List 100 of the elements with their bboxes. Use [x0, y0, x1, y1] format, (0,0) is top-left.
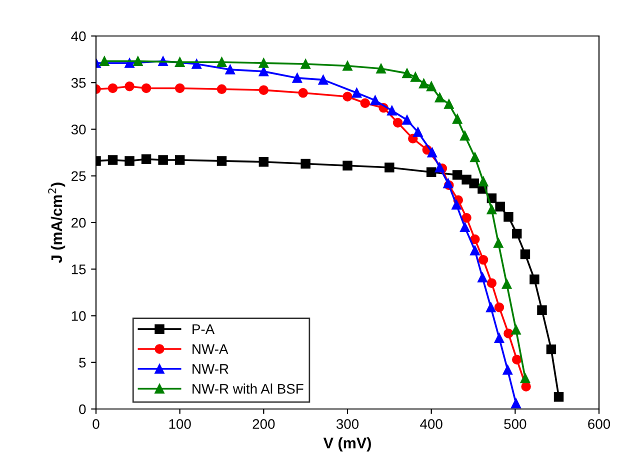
point	[554, 392, 564, 402]
point	[444, 99, 454, 109]
point	[370, 95, 380, 106]
point	[100, 56, 110, 66]
point	[502, 279, 512, 289]
point	[502, 364, 512, 375]
legend-label: P-A	[192, 324, 215, 334]
y-tick-label: 30	[71, 124, 86, 134]
point	[511, 324, 521, 335]
point	[342, 92, 352, 102]
y-tick-label: 40	[71, 31, 86, 42]
point	[124, 58, 134, 68]
point	[460, 130, 470, 141]
point	[470, 152, 480, 162]
point	[486, 278, 497, 288]
point	[410, 72, 420, 82]
point	[141, 154, 152, 164]
point	[537, 305, 547, 316]
y-axis-title: J (mA/cm$^{2}$)	[48, 182, 66, 263]
legend-label: NW-A	[192, 344, 228, 354]
x-tick-label: 500	[504, 419, 526, 429]
point	[133, 56, 143, 66]
point	[434, 162, 445, 172]
point	[258, 66, 269, 76]
point	[258, 85, 269, 95]
point	[486, 204, 497, 214]
x-tick-label: 0	[92, 419, 100, 429]
y-tick-label: 25	[72, 171, 86, 182]
point	[504, 328, 514, 338]
point	[300, 59, 310, 69]
point	[258, 58, 269, 68]
point	[216, 84, 227, 94]
point	[342, 60, 352, 71]
point	[478, 272, 488, 282]
point	[108, 83, 118, 94]
point	[108, 155, 118, 165]
point	[495, 202, 505, 212]
point	[426, 81, 436, 92]
legend-label: NW-R with Al BSF	[192, 384, 304, 394]
y-tick-label: 35	[71, 78, 86, 88]
point	[360, 98, 370, 108]
point	[486, 302, 496, 312]
point	[504, 212, 514, 222]
x-tick-label: 300	[336, 419, 359, 429]
legend-label: NW-R	[192, 364, 228, 374]
point	[413, 127, 423, 137]
point	[387, 106, 397, 116]
point	[352, 88, 362, 98]
point	[158, 155, 168, 165]
point	[452, 200, 462, 210]
point	[318, 74, 328, 85]
point	[392, 118, 403, 128]
point	[462, 212, 472, 223]
point	[452, 170, 462, 180]
point	[470, 246, 480, 256]
x-tick-label: 600	[588, 419, 610, 429]
point	[258, 157, 269, 167]
x-tick-label: 400	[420, 419, 442, 429]
point	[511, 398, 521, 408]
point	[478, 254, 488, 265]
point	[376, 64, 386, 74]
point	[402, 115, 412, 125]
point	[216, 156, 227, 166]
y-tick-label: 15	[72, 264, 86, 274]
point	[521, 382, 531, 392]
point	[512, 228, 522, 239]
point	[494, 333, 504, 343]
point	[427, 148, 438, 158]
point	[546, 344, 556, 354]
point	[520, 373, 530, 384]
point	[426, 167, 436, 178]
point	[462, 174, 472, 184]
point	[470, 234, 480, 244]
point	[300, 158, 310, 169]
point	[124, 81, 134, 92]
point	[174, 57, 185, 67]
point	[512, 354, 522, 364]
point	[124, 156, 134, 166]
point	[478, 176, 488, 186]
x-tick-label: 100	[169, 419, 191, 429]
y-tick-label: 10	[72, 311, 86, 321]
point	[292, 73, 302, 83]
point	[434, 92, 445, 102]
point	[452, 114, 462, 124]
point	[225, 64, 235, 74]
y-tick-label: 5	[79, 358, 86, 368]
point	[469, 178, 479, 188]
point	[520, 249, 530, 260]
point	[418, 78, 429, 88]
point	[384, 162, 394, 172]
y-tick-label: 20	[72, 218, 86, 228]
point	[402, 68, 412, 78]
point	[216, 57, 227, 67]
x-axis-title: V (mV)	[323, 437, 371, 452]
point	[494, 238, 504, 248]
x-tick-label: 200	[252, 419, 275, 429]
y-tick-label: 0	[79, 404, 86, 414]
point	[494, 302, 504, 312]
point	[342, 160, 352, 170]
point	[530, 274, 540, 284]
